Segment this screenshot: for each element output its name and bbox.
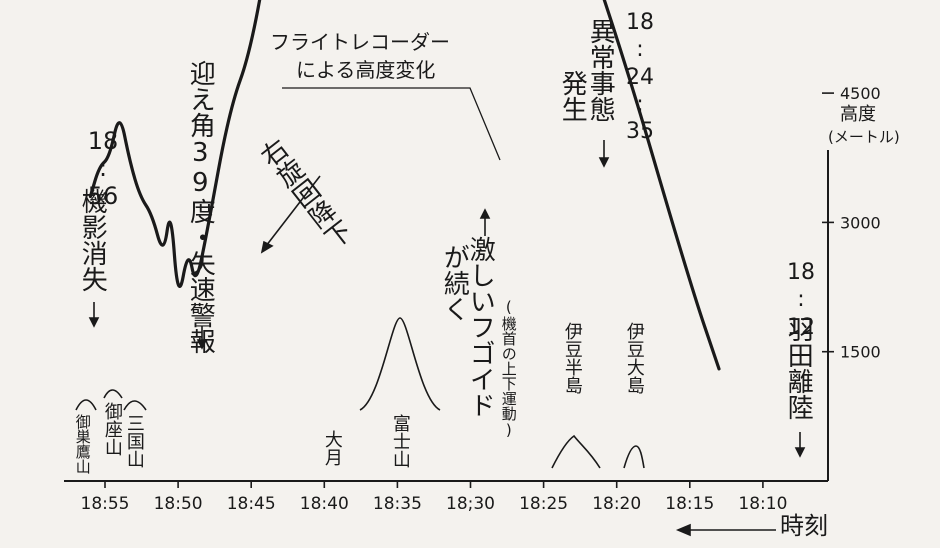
right-turn-arrowhead (260, 240, 274, 254)
phugoid-label-1: 激しいフゴイド (465, 236, 496, 418)
x-axis-label: 時刻 (780, 512, 828, 540)
x-tick-label: 18:45 (227, 494, 276, 514)
altitude-line (88, 0, 721, 371)
stall-warning-label: 迎え角39度・失速警報 (185, 60, 216, 354)
x-tick-label: 18:20 (592, 494, 641, 514)
time-direction-arrowhead (675, 523, 691, 537)
landmark-osutaka: 御巣鷹山 (73, 414, 92, 474)
recorder-caption-2: による高度変化 (296, 58, 436, 82)
mikuni-mountain-icon (123, 400, 147, 411)
y-tick-label: 3000 (840, 213, 881, 232)
x-tick-label: 18:55 (81, 494, 130, 514)
mikura-mountain-icon (103, 389, 123, 399)
izu-oshima-icon (623, 445, 645, 469)
vanish-time: 18 : 56 (87, 127, 119, 210)
x-tick-label: 18:40 (300, 494, 349, 514)
landmark-mikura: 御座山 (101, 402, 123, 456)
right-turn-arrow (265, 175, 321, 247)
phugoid-note: (機首の上下運動) (499, 298, 518, 439)
anomaly-time: 18 : 24 : 35 (626, 10, 654, 145)
landmark-fuji: 富士山 (389, 414, 411, 468)
landmark-izu-hanto: 伊豆半島 (561, 322, 583, 394)
x-tick-label: 18;30 (446, 494, 495, 514)
landmark-izu-oshima: 伊豆大島 (623, 322, 645, 394)
anomaly-arrowhead (598, 157, 610, 168)
landmark-otsuki: 大月 (321, 430, 343, 466)
anomaly-label-2: 発生 (557, 70, 588, 122)
y-axis-label: 高度 (840, 104, 876, 125)
x-tick-label: 18:10 (738, 494, 787, 514)
x-tick-label: 18:25 (519, 494, 568, 514)
y-ticks: 15003000450060007500 (822, 84, 881, 362)
stall-arrowhead (196, 339, 208, 350)
phugoid-arrowhead (479, 208, 491, 219)
recorder-leader-line (282, 87, 501, 161)
phugoid-label-2: が続く (439, 244, 470, 322)
vanish-label: 機影消失 (77, 188, 108, 292)
fuji-mountain-icon (359, 317, 441, 411)
y-axis-unit: (メートル) (828, 128, 900, 146)
x-tick-label: 18:15 (665, 494, 714, 514)
y-tick-label: 4500 (840, 84, 881, 103)
y-tick-label: 1500 (840, 343, 881, 362)
landmark-mikuni: 三国山 (123, 414, 145, 468)
x-tick-label: 18:35 (373, 494, 422, 514)
recorder-caption-1: フライトレコーダー (270, 30, 450, 54)
takeoff-arrowhead (794, 447, 806, 458)
izu-hanto-icon (551, 434, 601, 469)
vanish-arrowhead (88, 317, 100, 328)
x-ticks: 18:55 18:50 18:45 18:40 18:35 18;30 18:25 18:20… (81, 481, 787, 514)
takeoff-time: 18 : 12 (787, 260, 815, 340)
osutaka-mountain-icon (75, 399, 97, 411)
x-tick-label: 18:50 (154, 494, 203, 514)
takeoff-label: 羽田離陸 (783, 316, 814, 420)
anomaly-label-1: 異常事態 (585, 18, 616, 122)
